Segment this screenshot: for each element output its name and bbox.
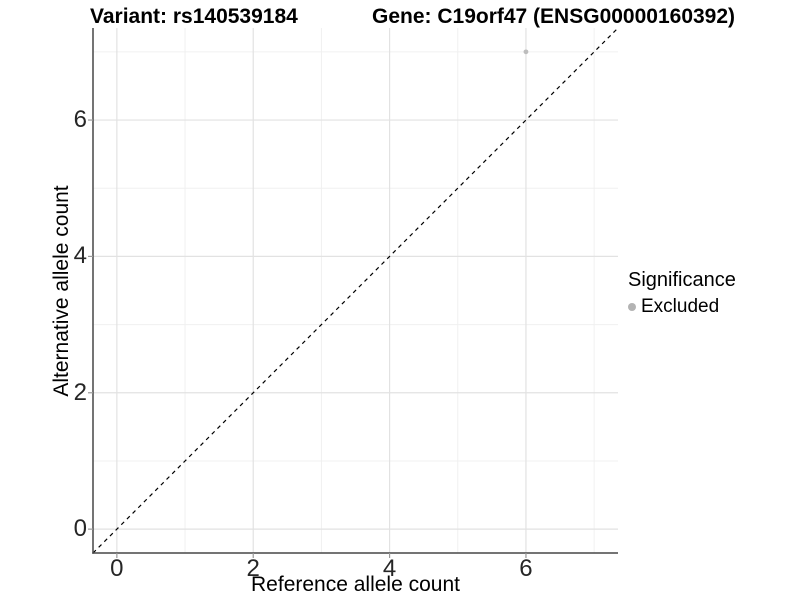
x-tick-label: 0 bbox=[110, 555, 124, 582]
y-tick-label: 6 bbox=[73, 106, 87, 134]
legend-entry-excluded: Excluded bbox=[628, 296, 736, 318]
x-tick-label: 2 bbox=[246, 555, 260, 582]
legend-entry-label: Excluded bbox=[641, 296, 720, 317]
data-point bbox=[523, 49, 529, 55]
identity-line bbox=[92, 27, 619, 554]
y-axis-title: Alternative allele count bbox=[50, 185, 73, 397]
y-tick-label: 0 bbox=[73, 515, 87, 543]
x-tick-label: 6 bbox=[519, 555, 533, 582]
y-tick-label: 4 bbox=[73, 242, 87, 270]
x-tick-label: 4 bbox=[382, 555, 397, 582]
legend: Significance Excluded bbox=[628, 269, 736, 318]
legend-title: Significance bbox=[628, 269, 736, 291]
legend-point-icon bbox=[628, 303, 636, 311]
y-tick-label: 2 bbox=[73, 378, 87, 406]
plot-title-variant: Variant: rs140539184 bbox=[90, 5, 298, 28]
x-axis-title: Reference allele count bbox=[251, 573, 460, 596]
plot-title-gene: Gene: C19orf47 (ENSG00000160392) bbox=[372, 5, 736, 28]
